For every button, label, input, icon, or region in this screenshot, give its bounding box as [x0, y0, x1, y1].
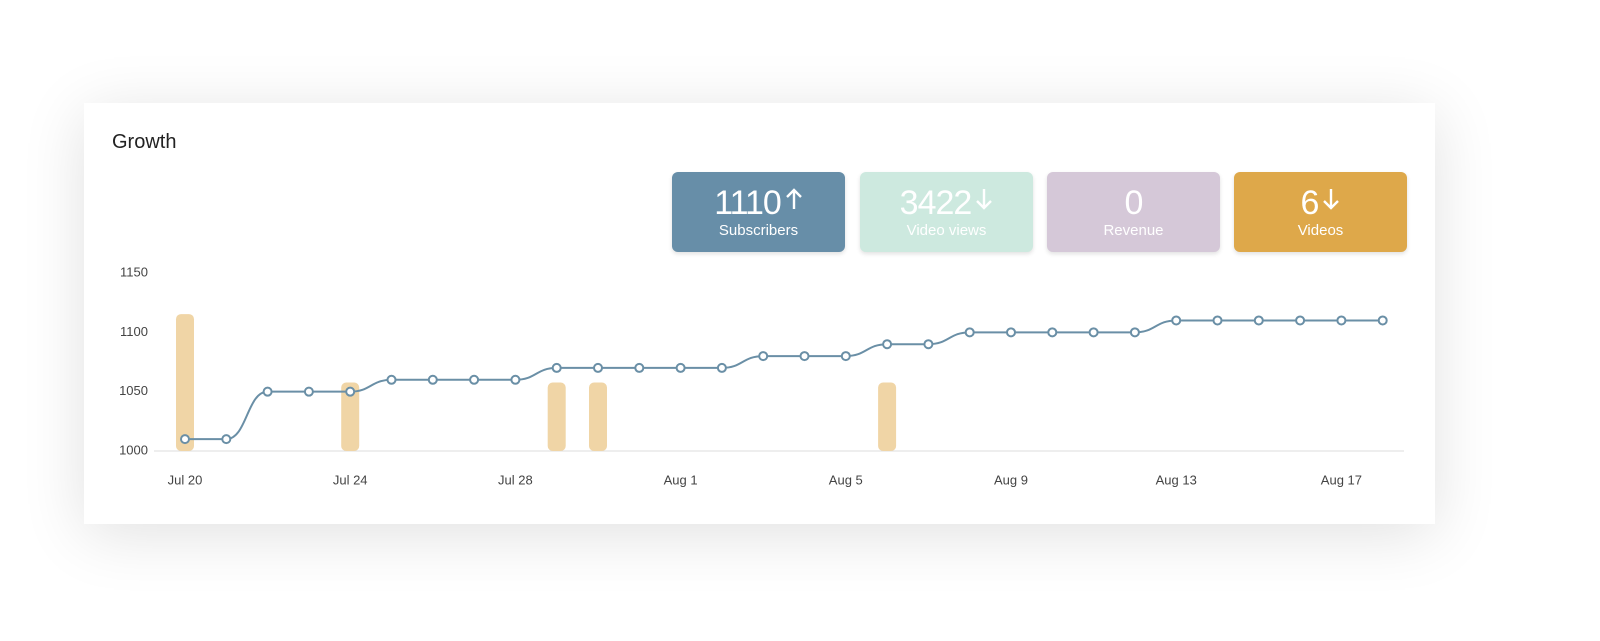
- bar: [341, 382, 360, 451]
- stat-value: 6: [1234, 184, 1407, 222]
- point: [593, 362, 603, 373]
- point: [1377, 315, 1388, 326]
- x-tick-label: Aug 17: [1321, 472, 1362, 487]
- stat-number: 6: [1300, 184, 1320, 222]
- point: [675, 362, 686, 373]
- point: [1047, 327, 1058, 338]
- stat-value: 3422: [860, 184, 1033, 222]
- point: [510, 374, 521, 385]
- bar: [547, 382, 566, 451]
- y-tick-label: 1100: [120, 324, 148, 339]
- point: [1088, 327, 1099, 338]
- point: [303, 386, 314, 397]
- stat-card: 0 Revenue: [1047, 172, 1220, 252]
- point: [923, 339, 934, 350]
- point: [964, 327, 975, 338]
- point: [221, 434, 232, 445]
- stat-number: 1110: [714, 184, 782, 222]
- point: [716, 362, 727, 373]
- point: [840, 351, 851, 362]
- x-tick-label: Aug 13: [1156, 472, 1197, 487]
- arrow-path: [785, 188, 802, 209]
- y-tick-label: 1000: [119, 442, 148, 457]
- point: [634, 362, 645, 373]
- stat-number: 0: [1124, 184, 1144, 222]
- point: [262, 386, 273, 397]
- point: [799, 351, 810, 362]
- point: [386, 374, 397, 385]
- stat-label: Videos: [1297, 222, 1344, 239]
- point: [1253, 315, 1264, 326]
- point: [1129, 327, 1140, 338]
- stat-value: 0: [1047, 184, 1220, 222]
- point: [1171, 315, 1182, 326]
- stat-card: 3422 Video views: [860, 172, 1033, 252]
- point: [469, 374, 480, 385]
- bar: [176, 314, 194, 451]
- stat-card: 6 Videos: [1234, 172, 1407, 252]
- growth-card: Growth 1000 1050 1100 1150 Jul 20 Jul 24 Jul 2…: [84, 103, 1435, 524]
- chart: 1000 1050 1100 1150 Jul 20 Jul 24 Jul 28 Aug 1 A…: [119, 264, 1404, 487]
- y-tick-label: 1050: [119, 383, 148, 398]
- bar: [878, 382, 897, 451]
- y-tick-label: 1150: [120, 264, 148, 279]
- arrow-path: [1323, 189, 1340, 210]
- stat-label: Video views: [906, 222, 987, 239]
- trend-arrow: [1323, 189, 1340, 210]
- point: [180, 434, 190, 445]
- x-tick-label: Aug 5: [829, 472, 863, 487]
- card-title: Growth: [112, 131, 177, 153]
- x-tick-label: Jul 24: [333, 472, 368, 487]
- trend-arrow: [976, 189, 993, 210]
- point: [1212, 315, 1223, 326]
- line: [185, 319, 1383, 441]
- bar: [589, 382, 607, 451]
- stat-value: 1110: [672, 184, 845, 222]
- trend-arrow: [785, 188, 802, 209]
- point: [551, 362, 562, 373]
- point: [1006, 327, 1016, 338]
- x-tick-label: Jul 20: [168, 472, 203, 487]
- x-tick-label: Aug 9: [994, 472, 1028, 487]
- point: [427, 374, 438, 385]
- stat-label: Revenue: [1103, 222, 1164, 239]
- stat-label: Subscribers: [718, 222, 799, 239]
- point: [882, 339, 893, 350]
- stat-number: 3422: [899, 184, 973, 222]
- point: [1336, 315, 1347, 326]
- point: [1295, 315, 1306, 326]
- arrow-path: [976, 189, 993, 210]
- stat-card: 1110 Subscribers: [672, 172, 845, 252]
- x-tick-label: Jul 28: [498, 472, 533, 487]
- point: [758, 351, 769, 362]
- point: [345, 386, 356, 397]
- x-tick-label: Aug 1: [664, 472, 698, 487]
